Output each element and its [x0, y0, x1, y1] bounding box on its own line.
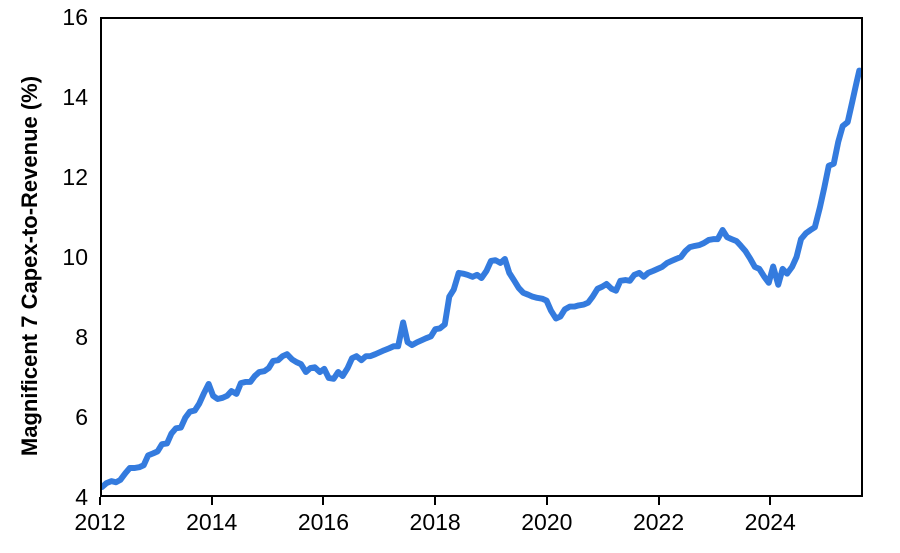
x-tick-label: 2012: [74, 509, 126, 535]
y-tick-label: 4: [75, 484, 88, 510]
x-tick-label: 2014: [186, 509, 238, 535]
plot-area: [100, 17, 863, 497]
x-tick-mark: [434, 497, 437, 505]
y-tick-label: 8: [75, 324, 88, 350]
x-tick-label: 2022: [632, 509, 685, 535]
capex-to-revenue-line: [102, 67, 861, 491]
x-tick-mark: [545, 497, 548, 505]
x-tick-mark: [322, 497, 325, 505]
y-tick-label: 6: [75, 404, 88, 430]
x-tick-label: 2024: [744, 509, 796, 535]
y-tick-label: 10: [62, 244, 88, 270]
y-tick-label: 12: [62, 164, 88, 190]
x-tick-label: 2016: [297, 509, 349, 535]
y-tick-label: 14: [62, 84, 88, 110]
y-tick-label: 16: [62, 4, 88, 30]
x-tick-mark: [99, 497, 101, 505]
x-tick-mark: [657, 497, 660, 505]
x-tick-mark: [210, 497, 213, 505]
x-tick-label: 2020: [521, 509, 573, 535]
x-tick-mark: [769, 497, 772, 505]
x-tick-label: 2018: [409, 509, 461, 535]
